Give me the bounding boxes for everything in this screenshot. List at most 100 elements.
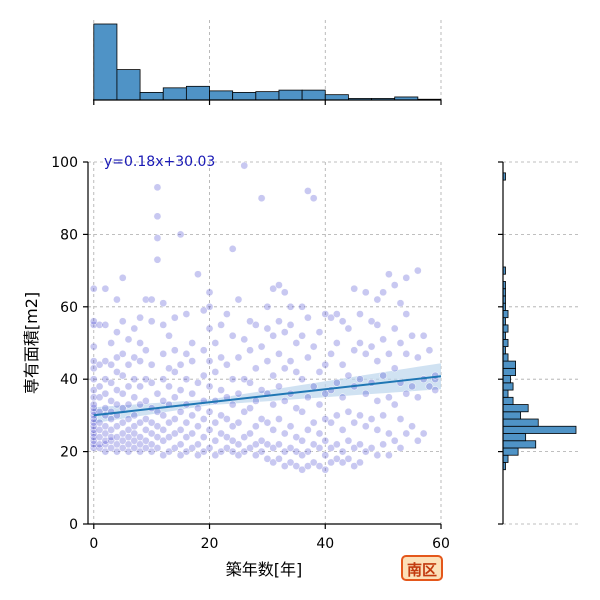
scatter-point [390,281,399,289]
scatter-point [101,422,110,431]
scatter-point [338,393,347,402]
scatter-point [188,389,197,398]
scatter-point [101,404,110,413]
scatter-point [373,397,382,405]
x-tick-label: 60 [432,536,450,552]
scatter-point [286,458,295,467]
right-hist-bar [502,433,527,442]
scatter-point [89,357,98,365]
scatter-point [327,444,335,452]
scatter-point [101,357,110,365]
right-hist-bar [502,411,522,420]
scatter-point [118,418,127,427]
scatter-point [361,288,370,297]
scatter-point [107,426,115,434]
scatter-point [113,433,121,441]
scatter-point [136,339,144,347]
scatter-point [228,400,237,409]
scatter-point [373,451,382,460]
scatter-point [176,386,185,394]
scatter-point [298,451,306,460]
scatter-point [142,346,150,355]
scatter-point [95,382,104,391]
right-hist-bar [502,382,514,391]
top-hist-bar [324,94,349,101]
scatter-point [194,422,202,431]
scatter-point [153,255,162,264]
scatter-point [385,393,393,402]
scatter-point [246,429,254,438]
right-hist-bar [502,447,519,456]
top-hist-bar [139,92,164,101]
scatter-point [367,444,376,452]
scatter-point [414,353,422,362]
scatter-point [257,194,266,203]
scatter-point [390,400,399,409]
scatter-point [223,444,231,452]
scatter-point [257,415,266,423]
scatter-point [309,342,318,351]
scatter-point [182,350,191,358]
scatter-point [321,465,330,474]
scatter-point [280,462,289,470]
scatter-point [292,339,301,347]
scatter-point [147,418,156,427]
scatter-point [95,321,104,329]
scatter-point [240,407,249,416]
scatter-point [408,331,416,340]
scatter-point [327,313,335,322]
scatter-point [431,386,440,394]
scatter-point [124,360,133,369]
scatter-point [159,436,168,445]
scatter-point [228,422,237,431]
scatter-point [182,375,191,384]
top-hist-bar [232,92,257,101]
scatter-point [298,375,306,384]
scatter-point [211,418,220,427]
scatter-point [147,429,156,438]
scatter-point [170,429,179,438]
scatter-point [228,245,237,253]
scatter-point [332,378,341,387]
scatter-point [118,371,127,380]
scatter-point [304,187,312,195]
scatter-point [234,418,243,427]
scatter-point [408,422,416,431]
ward-badge: 南区 [401,555,443,581]
scatter-point [251,364,260,373]
scatter-point [234,295,243,304]
scatter-point [182,310,191,318]
right-hist-bar [502,353,509,362]
scatter-point [240,447,249,456]
y-tick-label: 100 [51,155,78,171]
scatter-point [292,447,301,456]
scatter-point [199,306,208,315]
scatter-point [223,360,231,369]
scatter-point [361,422,370,431]
x-tick-label: 40 [316,536,334,552]
scatter-point [194,378,202,387]
scatter-point [170,444,179,452]
scatter-point [402,429,411,438]
scatter-point [159,397,168,405]
scatter-point [113,400,121,409]
scatter-point [176,451,185,460]
scatter-point [240,335,249,344]
scatter-point [321,310,330,318]
scatter-point [280,429,289,438]
scatter-point [159,321,168,329]
scatter-point [228,331,237,340]
scatter-point [153,433,162,441]
scatter-point [136,313,144,322]
scatter-point [385,350,393,358]
scatter-point [217,321,225,329]
scatter-point [356,440,364,449]
scatter-point [240,161,249,170]
x-tick-label: 0 [89,536,98,552]
scatter-point [402,389,411,398]
scatter-point [350,346,359,355]
scatter-point [170,346,179,355]
scatter-point [170,313,179,322]
scatter-point [165,364,173,373]
top-hist-bar [116,69,141,101]
